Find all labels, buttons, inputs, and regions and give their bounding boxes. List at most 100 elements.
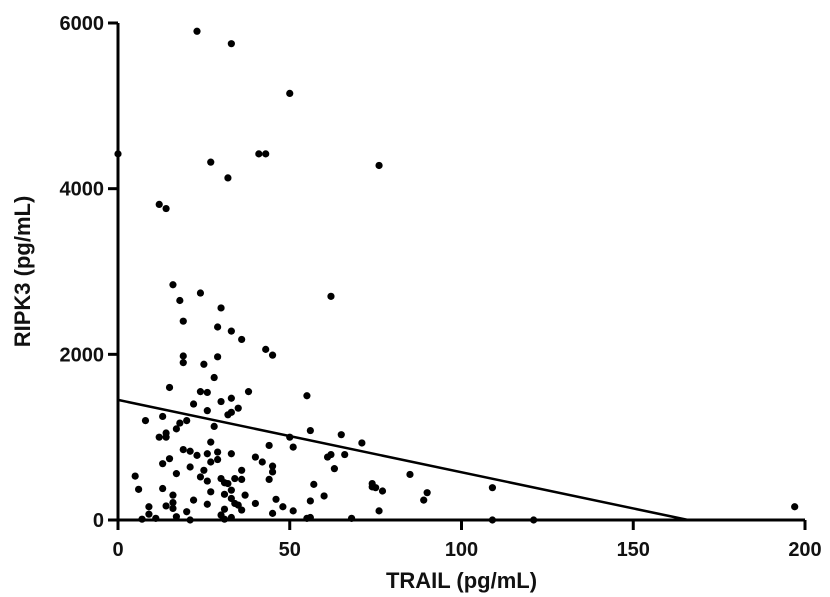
data-point (337, 431, 345, 439)
data-point (210, 373, 218, 382)
data-point (234, 404, 242, 412)
data-point (268, 468, 277, 476)
data-point (238, 475, 246, 484)
data-point (207, 488, 215, 496)
x-tick-label: 0 (112, 539, 123, 561)
data-point (200, 466, 208, 474)
data-point (203, 407, 211, 415)
data-point (255, 150, 263, 158)
data-point (165, 383, 174, 392)
data-point (217, 304, 225, 312)
data-point (279, 503, 287, 511)
data-point (176, 296, 184, 305)
data-point (131, 472, 139, 480)
data-point (372, 484, 380, 492)
data-point (189, 496, 198, 504)
data-point (203, 450, 211, 458)
x-axis-title: TRAIL (pg/mL) (386, 568, 537, 593)
data-point (238, 506, 246, 514)
x-tick-label: 200 (788, 539, 821, 561)
data-point (162, 502, 170, 510)
data-point (179, 317, 187, 325)
y-tick-label: 2000 (60, 344, 105, 366)
data-point (169, 491, 177, 499)
data-point (172, 425, 180, 433)
data-point (176, 419, 184, 427)
data-point (378, 487, 387, 495)
data-point (217, 397, 225, 406)
data-point (241, 491, 249, 499)
data-point (220, 490, 229, 498)
data-point (162, 433, 170, 441)
data-point (406, 470, 414, 479)
data-point (135, 485, 143, 493)
data-point (155, 200, 163, 209)
data-point (251, 499, 259, 508)
data-point (224, 411, 232, 419)
data-point (193, 27, 201, 35)
data-point (159, 460, 167, 468)
data-point (189, 400, 198, 408)
data-point (207, 458, 215, 466)
data-point (200, 360, 208, 368)
y-tick-label: 0 (93, 510, 104, 532)
data-point (227, 327, 235, 335)
data-point (227, 40, 235, 48)
x-tick-label: 50 (279, 539, 301, 561)
data-point (423, 489, 431, 497)
data-point (179, 359, 187, 367)
data-point (193, 451, 201, 459)
data-point (207, 158, 215, 166)
data-point (227, 450, 235, 458)
data-point (196, 289, 205, 297)
data-point (172, 470, 180, 478)
data-point (183, 508, 191, 516)
data-point (159, 412, 167, 421)
data-point (375, 507, 383, 515)
data-point (145, 510, 153, 518)
data-point (165, 455, 174, 463)
x-tick-label: 100 (445, 539, 478, 561)
data-point (214, 323, 222, 331)
data-point (420, 496, 428, 504)
data-point (358, 439, 366, 447)
data-point (155, 433, 163, 441)
data-point (238, 335, 246, 344)
data-point (272, 495, 280, 503)
y-tick-label: 4000 (60, 179, 105, 201)
data-point (179, 352, 187, 360)
data-point (268, 351, 277, 359)
data-point (186, 463, 194, 471)
data-point (289, 507, 297, 515)
data-point (327, 292, 335, 300)
data-point (214, 448, 222, 456)
data-point (265, 475, 273, 484)
data-point (159, 484, 167, 493)
data-point (186, 447, 194, 455)
data-point (791, 503, 799, 511)
x-tick-label: 150 (617, 539, 650, 561)
data-point (172, 513, 180, 521)
data-point (289, 443, 297, 451)
fit-line-layer (117, 398, 689, 522)
data-point (169, 281, 177, 289)
data-point (244, 388, 253, 396)
data-point (169, 499, 177, 507)
data-point (341, 450, 349, 459)
regression-line (117, 398, 689, 522)
data-point (224, 174, 232, 182)
data-point (220, 505, 229, 513)
data-point (179, 445, 187, 454)
data-point (488, 484, 497, 492)
points-layer (114, 27, 799, 524)
data-point (214, 455, 222, 464)
data-point (251, 453, 259, 461)
data-point (262, 150, 270, 158)
data-point (303, 392, 311, 400)
data-point (375, 161, 383, 170)
data-point (141, 417, 150, 425)
data-point (320, 492, 328, 500)
data-point (183, 417, 191, 425)
